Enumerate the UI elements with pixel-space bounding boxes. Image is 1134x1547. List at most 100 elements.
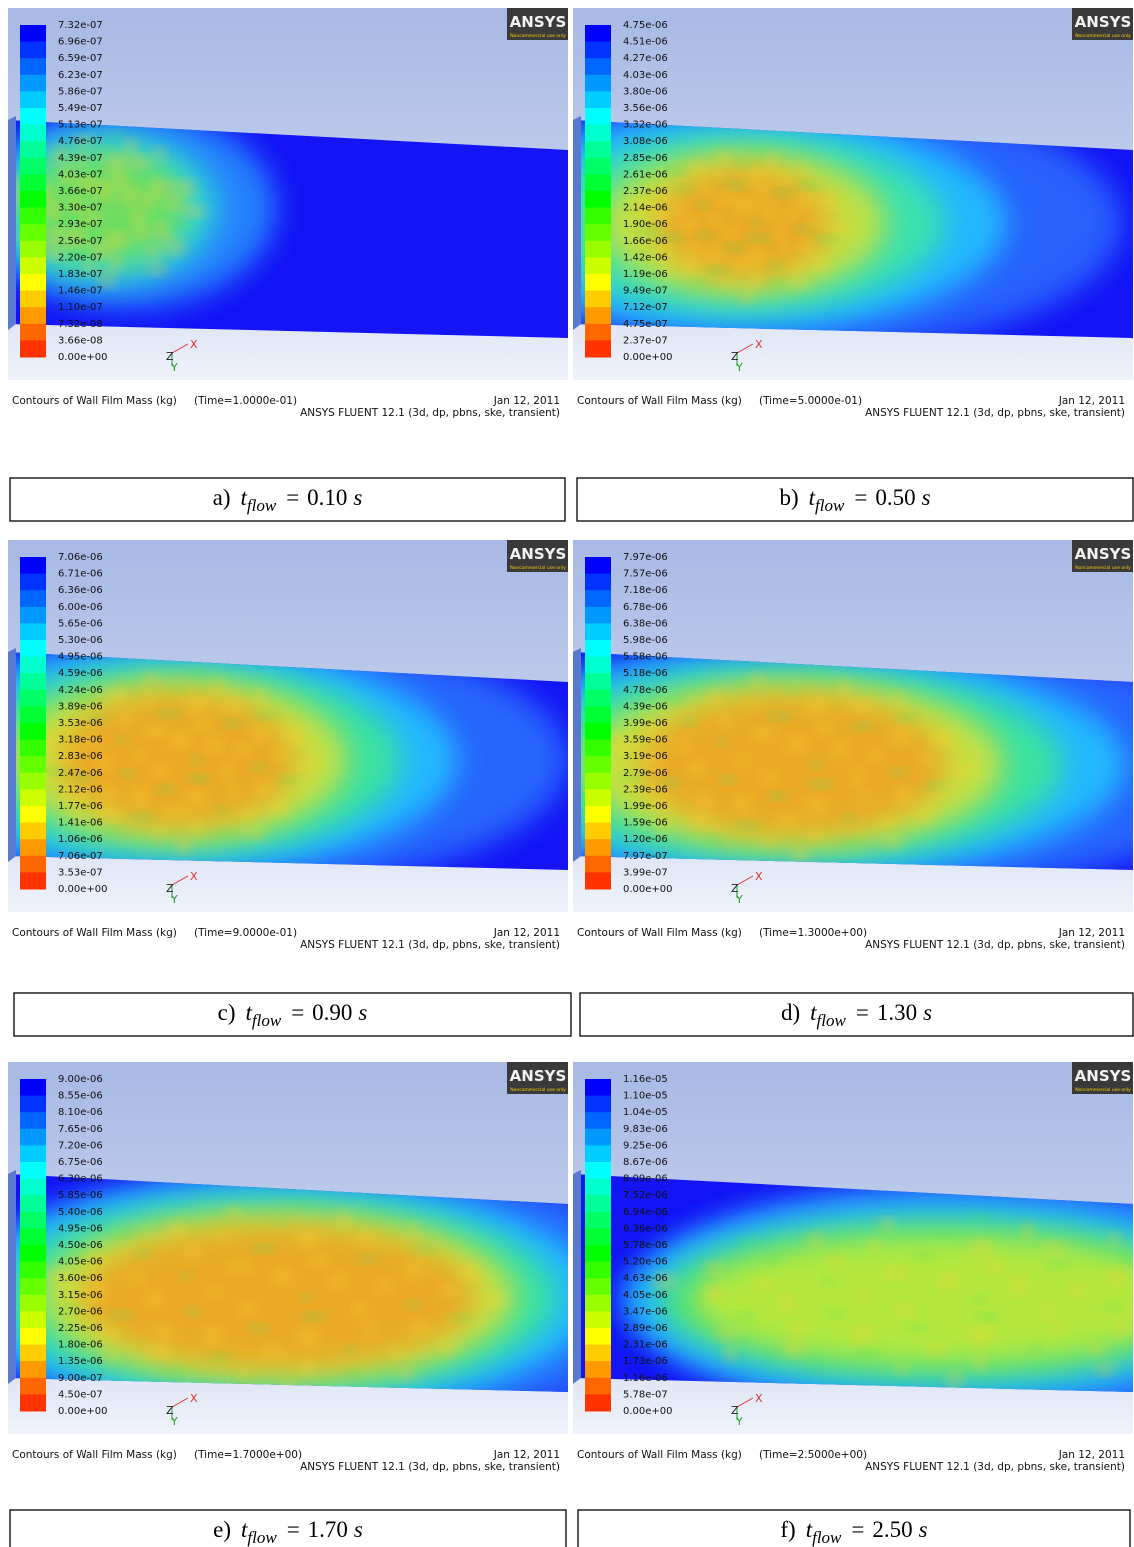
colorbar-swatch xyxy=(585,257,611,274)
speckle xyxy=(146,246,162,258)
legend-label: 3.66e-07 xyxy=(58,186,103,197)
speckle xyxy=(782,1341,806,1357)
colorbar-swatch xyxy=(585,1361,611,1378)
speckle xyxy=(112,1311,132,1319)
speckle xyxy=(391,1347,407,1359)
speckle xyxy=(737,160,749,168)
legend-label: 2.56e-07 xyxy=(58,236,103,247)
speckle xyxy=(869,1238,881,1250)
colorbar-swatch xyxy=(20,58,46,75)
legend-label: 7.32e-08 xyxy=(58,319,103,330)
speckle xyxy=(769,280,785,288)
speckle xyxy=(155,224,171,240)
logo-brand: ANSYS xyxy=(510,1067,567,1085)
speckle xyxy=(697,231,713,239)
colorbar-swatch xyxy=(20,1145,46,1162)
legend-label: 1.73e-06 xyxy=(623,1356,668,1367)
colorbar-swatch xyxy=(20,141,46,158)
legend-label: 5.78e-07 xyxy=(623,1389,668,1400)
speckle xyxy=(278,776,298,784)
speckle xyxy=(364,1324,376,1336)
speckle xyxy=(750,674,766,686)
legend-label: 3.89e-06 xyxy=(58,701,103,712)
speckle xyxy=(1069,1285,1085,1297)
speckle xyxy=(679,258,703,274)
legend-label: 6.00e-06 xyxy=(58,602,103,613)
footer-solver: ANSYS FLUENT 12.1 (3d, dp, pbns, ske, tr… xyxy=(300,1461,560,1473)
caption-unit: s xyxy=(923,1000,932,1025)
legend-label: 5.58e-06 xyxy=(623,652,668,663)
speckle xyxy=(111,826,123,834)
speckle xyxy=(134,749,146,761)
colorbar-swatch xyxy=(20,1262,46,1279)
speckle xyxy=(895,788,911,804)
colorbar-swatch xyxy=(20,108,46,125)
caption-value: 1.30 xyxy=(877,1000,917,1025)
speckle xyxy=(926,782,946,790)
logo-note: Noncommercial use only xyxy=(1075,1087,1131,1093)
legend-label: 0.00e+00 xyxy=(58,1406,108,1417)
speckle xyxy=(974,1354,986,1370)
speckle xyxy=(828,1309,844,1317)
speckle xyxy=(309,1254,329,1266)
legend-label: 5.86e-07 xyxy=(58,86,103,97)
speckle xyxy=(890,769,906,777)
caption-sub: flow xyxy=(815,496,845,515)
speckle xyxy=(810,826,822,842)
speckle xyxy=(751,188,771,200)
legend-label: 7.52e-06 xyxy=(623,1190,668,1201)
legend-label: 0.00e+00 xyxy=(58,352,108,363)
colorbar-swatch xyxy=(20,1295,46,1312)
speckle xyxy=(839,680,851,696)
speckle xyxy=(856,1290,868,1302)
axis-label: Y xyxy=(735,1415,743,1428)
caption-value: 0.50 xyxy=(875,485,915,510)
colorbar-swatch xyxy=(585,1311,611,1328)
colorbar-swatch xyxy=(20,823,46,840)
speckle xyxy=(761,771,777,783)
speckle xyxy=(715,1328,739,1340)
footer-solver: ANSYS FLUENT 12.1 (3d, dp, pbns, ske, tr… xyxy=(300,407,560,419)
logo-note: Noncommercial use only xyxy=(510,565,566,571)
legend-label: 6.75e-06 xyxy=(58,1157,103,1168)
footer-time: (Time=9.0000e-01) xyxy=(194,927,297,939)
caption-label: c) xyxy=(218,1000,236,1025)
speckle xyxy=(894,714,918,722)
colorbar-swatch xyxy=(20,307,46,324)
legend-label: 3.08e-06 xyxy=(623,136,668,147)
legend-label: 6.71e-06 xyxy=(58,569,103,580)
speckle xyxy=(769,261,781,269)
legend-label: 3.19e-06 xyxy=(623,751,668,762)
speckle xyxy=(737,754,749,766)
legend-label: 9.00e-07 xyxy=(58,1373,103,1384)
legend-label: 0.00e+00 xyxy=(623,352,673,363)
speckle xyxy=(187,668,203,676)
speckle xyxy=(181,1271,193,1279)
plate-edge xyxy=(573,648,581,862)
colorbar-swatch xyxy=(20,324,46,341)
colorbar-swatch xyxy=(20,1345,46,1362)
speckle xyxy=(851,1327,871,1343)
colorbar-swatch xyxy=(585,623,611,640)
logo-brand: ANSYS xyxy=(1075,13,1132,31)
colorbar-swatch xyxy=(20,125,46,142)
speckle xyxy=(129,1272,145,1284)
colorbar-swatch xyxy=(20,241,46,258)
contour-panel: 7.06e-066.71e-066.36e-066.00e-065.65e-06… xyxy=(0,540,569,970)
colorbar-swatch xyxy=(20,174,46,191)
footer-time: (Time=1.3000e+00) xyxy=(759,927,867,939)
footer-time: (Time=5.0000e-01) xyxy=(759,395,862,407)
speckle xyxy=(222,720,242,728)
speckle xyxy=(805,698,829,714)
speckle xyxy=(109,204,121,212)
speckle xyxy=(822,1276,834,1284)
colorbar-swatch xyxy=(585,872,611,889)
caption-eq: = xyxy=(851,1517,864,1542)
plate-edge xyxy=(8,116,16,330)
speckle xyxy=(689,811,713,827)
speckle xyxy=(281,728,305,744)
colorbar-swatch xyxy=(585,241,611,258)
speckle xyxy=(762,202,778,218)
speckle xyxy=(715,150,731,162)
legend-label: 3.30e-07 xyxy=(58,203,103,214)
